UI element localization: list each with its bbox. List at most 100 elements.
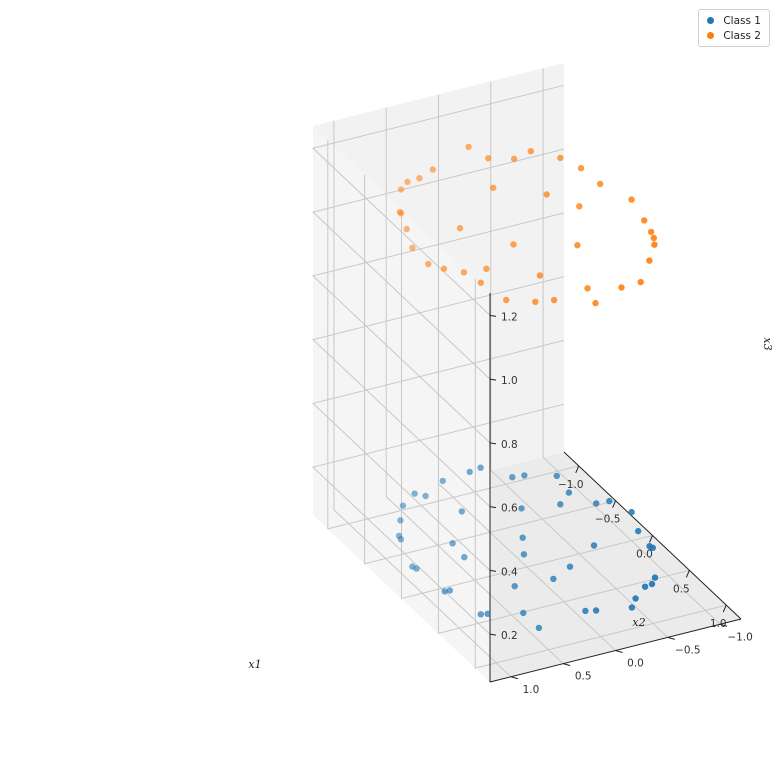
y-tick-label: 0.0 [627, 658, 644, 670]
class-2-point [460, 269, 468, 276]
class-1-point [565, 489, 573, 496]
y-tick-label: 0.5 [575, 671, 592, 683]
class-1-point [648, 580, 656, 588]
class-1-point [566, 563, 574, 570]
class-1-point [520, 609, 527, 617]
class-2-point [483, 265, 490, 272]
x-grid-line [401, 209, 653, 600]
legend-item-class-2: Class 2 [707, 28, 761, 43]
class-2-point [477, 279, 484, 286]
class-2-point [618, 284, 625, 291]
z-grid-line [311, 84, 565, 316]
z-tick-label: 0.8 [501, 439, 518, 451]
legend-label-class-2: Class 2 [723, 29, 761, 42]
y-grid-line [385, 107, 564, 664]
class-2-point [510, 241, 517, 248]
class-1-point [628, 508, 635, 516]
x-grid-line [474, 279, 727, 669]
class-2-point [557, 154, 564, 162]
y-grid-line [542, 68, 721, 625]
class-1-point [520, 551, 528, 558]
class-2-point [592, 299, 599, 307]
legend-item-class-1: Class 1 [707, 13, 761, 28]
tick-labels: −1.0−0.50.00.51.0−1.0−0.50.00.51.00.20.4… [501, 311, 753, 695]
class-1-point [441, 588, 448, 595]
axis-labels: x1 x2 x3 [248, 337, 774, 671]
class-1-point [592, 607, 600, 614]
class-1-point [477, 611, 484, 618]
z-tick-mark [489, 569, 497, 572]
class-1-point [458, 508, 465, 515]
class-2-point [425, 260, 432, 268]
class-2-point [403, 225, 410, 233]
z-tick-label: 1.2 [501, 311, 518, 323]
class-1-point [593, 500, 600, 507]
x-tick-label: 0.0 [636, 549, 653, 561]
class-1-point [582, 607, 589, 615]
grid-lines [311, 68, 727, 678]
class-2-point [416, 175, 423, 182]
class-1-point [553, 472, 560, 480]
y-grid-line [333, 120, 512, 678]
y-tick-mark [615, 650, 623, 653]
class-1-point [477, 464, 484, 471]
class-1-point [397, 536, 405, 543]
class-2-point [503, 296, 510, 304]
class-1-point [550, 575, 557, 583]
class-2-point [397, 186, 405, 193]
z-tick-mark [489, 633, 497, 636]
class-2-point [398, 210, 405, 217]
class-2-point [646, 257, 653, 264]
z-tick-mark [489, 314, 497, 317]
class-1-point [422, 492, 429, 500]
class-2-point [490, 184, 497, 191]
z-tick-label: 0.6 [501, 503, 518, 515]
class-1-point [484, 610, 491, 617]
x-tick-label: 0.5 [673, 583, 690, 595]
z-tick-label: 1.0 [501, 375, 518, 387]
class-2-point [597, 180, 604, 188]
class-2-point [651, 241, 658, 248]
class-1-point [446, 587, 453, 594]
class-2-point [628, 196, 635, 203]
class-2-point [576, 203, 583, 210]
class-2-point [647, 228, 655, 236]
class-1-point [449, 540, 456, 547]
z-grid-line [311, 339, 565, 571]
z-tick-mark [489, 378, 497, 381]
class-2-point [404, 178, 411, 185]
y-tick-label: −1.0 [727, 631, 753, 643]
class-1-point [461, 554, 468, 561]
z-tick-label: 0.2 [501, 630, 518, 642]
class-2-point [584, 285, 591, 292]
legend-marker-class-1 [707, 17, 715, 24]
z-tick-label: 0.4 [501, 566, 518, 578]
class-2-point [536, 272, 544, 279]
y-tick-label: −0.5 [675, 644, 701, 656]
class-2-point [574, 242, 581, 249]
class-1-point [399, 502, 407, 509]
axis-lines [489, 293, 742, 683]
class-1-point [557, 501, 564, 508]
class-2-point [650, 234, 657, 242]
x-tick-mark [575, 465, 580, 474]
class-2-point [637, 278, 644, 286]
class-2-point [465, 143, 472, 151]
x-grid-line [364, 174, 616, 565]
z-tick-mark [489, 442, 497, 445]
y-tick-mark [719, 623, 728, 627]
x-tick-mark [649, 535, 653, 543]
x-tick-mark [685, 570, 690, 578]
class-1-point [535, 624, 543, 632]
class-1-point [635, 527, 642, 535]
y-grid-line [490, 81, 669, 638]
z-grid-line [311, 148, 565, 380]
legend: Class 1 Class 2 [698, 9, 770, 47]
class-1-point [519, 534, 526, 541]
class-1-point [518, 505, 525, 512]
class-1-point [509, 474, 516, 481]
class-2-point [527, 148, 534, 155]
y-tick-mark [563, 663, 571, 667]
class-1-point [628, 604, 636, 611]
z-grid-line [311, 212, 565, 444]
